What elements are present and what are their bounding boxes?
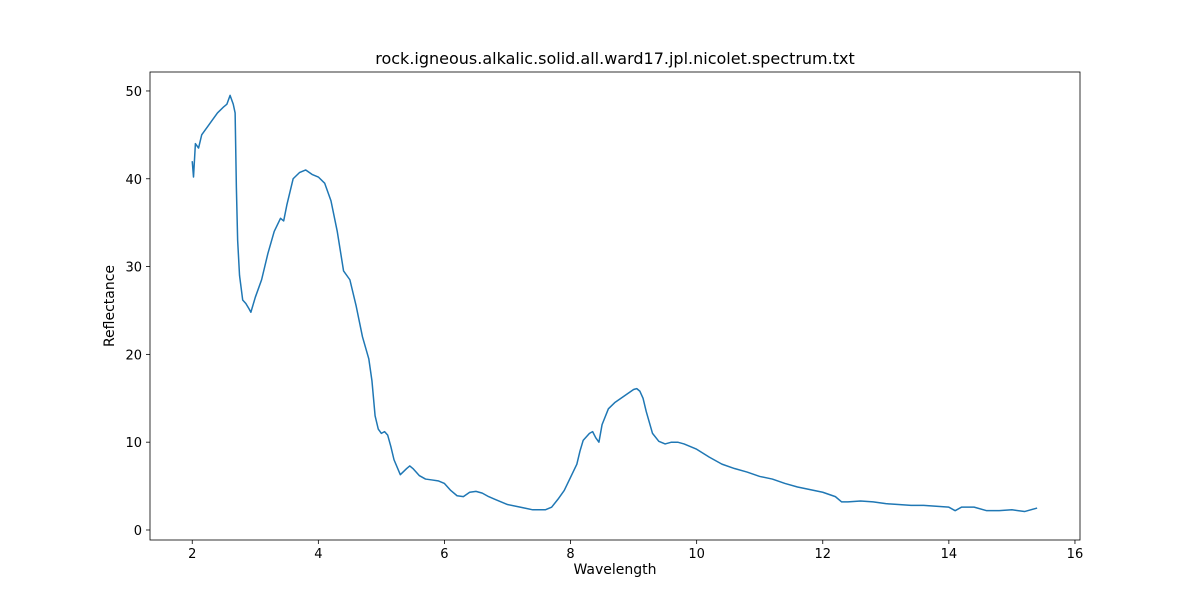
- x-axis-label: Wavelength: [573, 562, 656, 578]
- x-tick-label: 10: [688, 547, 705, 562]
- y-tick-label: 30: [125, 261, 142, 276]
- y-tick-label: 10: [125, 436, 142, 451]
- y-axis-label: Reflectance: [102, 265, 118, 347]
- x-tick-label: 4: [314, 547, 322, 562]
- chart-title: rock.igneous.alkalic.solid.all.ward17.jp…: [375, 49, 855, 68]
- y-tick-label: 40: [125, 173, 142, 188]
- y-tick-label: 20: [125, 348, 142, 363]
- y-tick-label: 0: [134, 524, 142, 539]
- x-tick-label: 12: [814, 547, 831, 562]
- x-tick-label: 8: [566, 547, 574, 562]
- plot-frame: [149, 71, 1081, 541]
- x-tick-label: 14: [941, 547, 958, 562]
- x-tick-label: 6: [440, 547, 448, 562]
- x-tick-label: 16: [1067, 547, 1084, 562]
- data-line: [191, 94, 1038, 513]
- x-tick-label: 2: [188, 547, 196, 562]
- y-tick-label: 50: [125, 85, 142, 100]
